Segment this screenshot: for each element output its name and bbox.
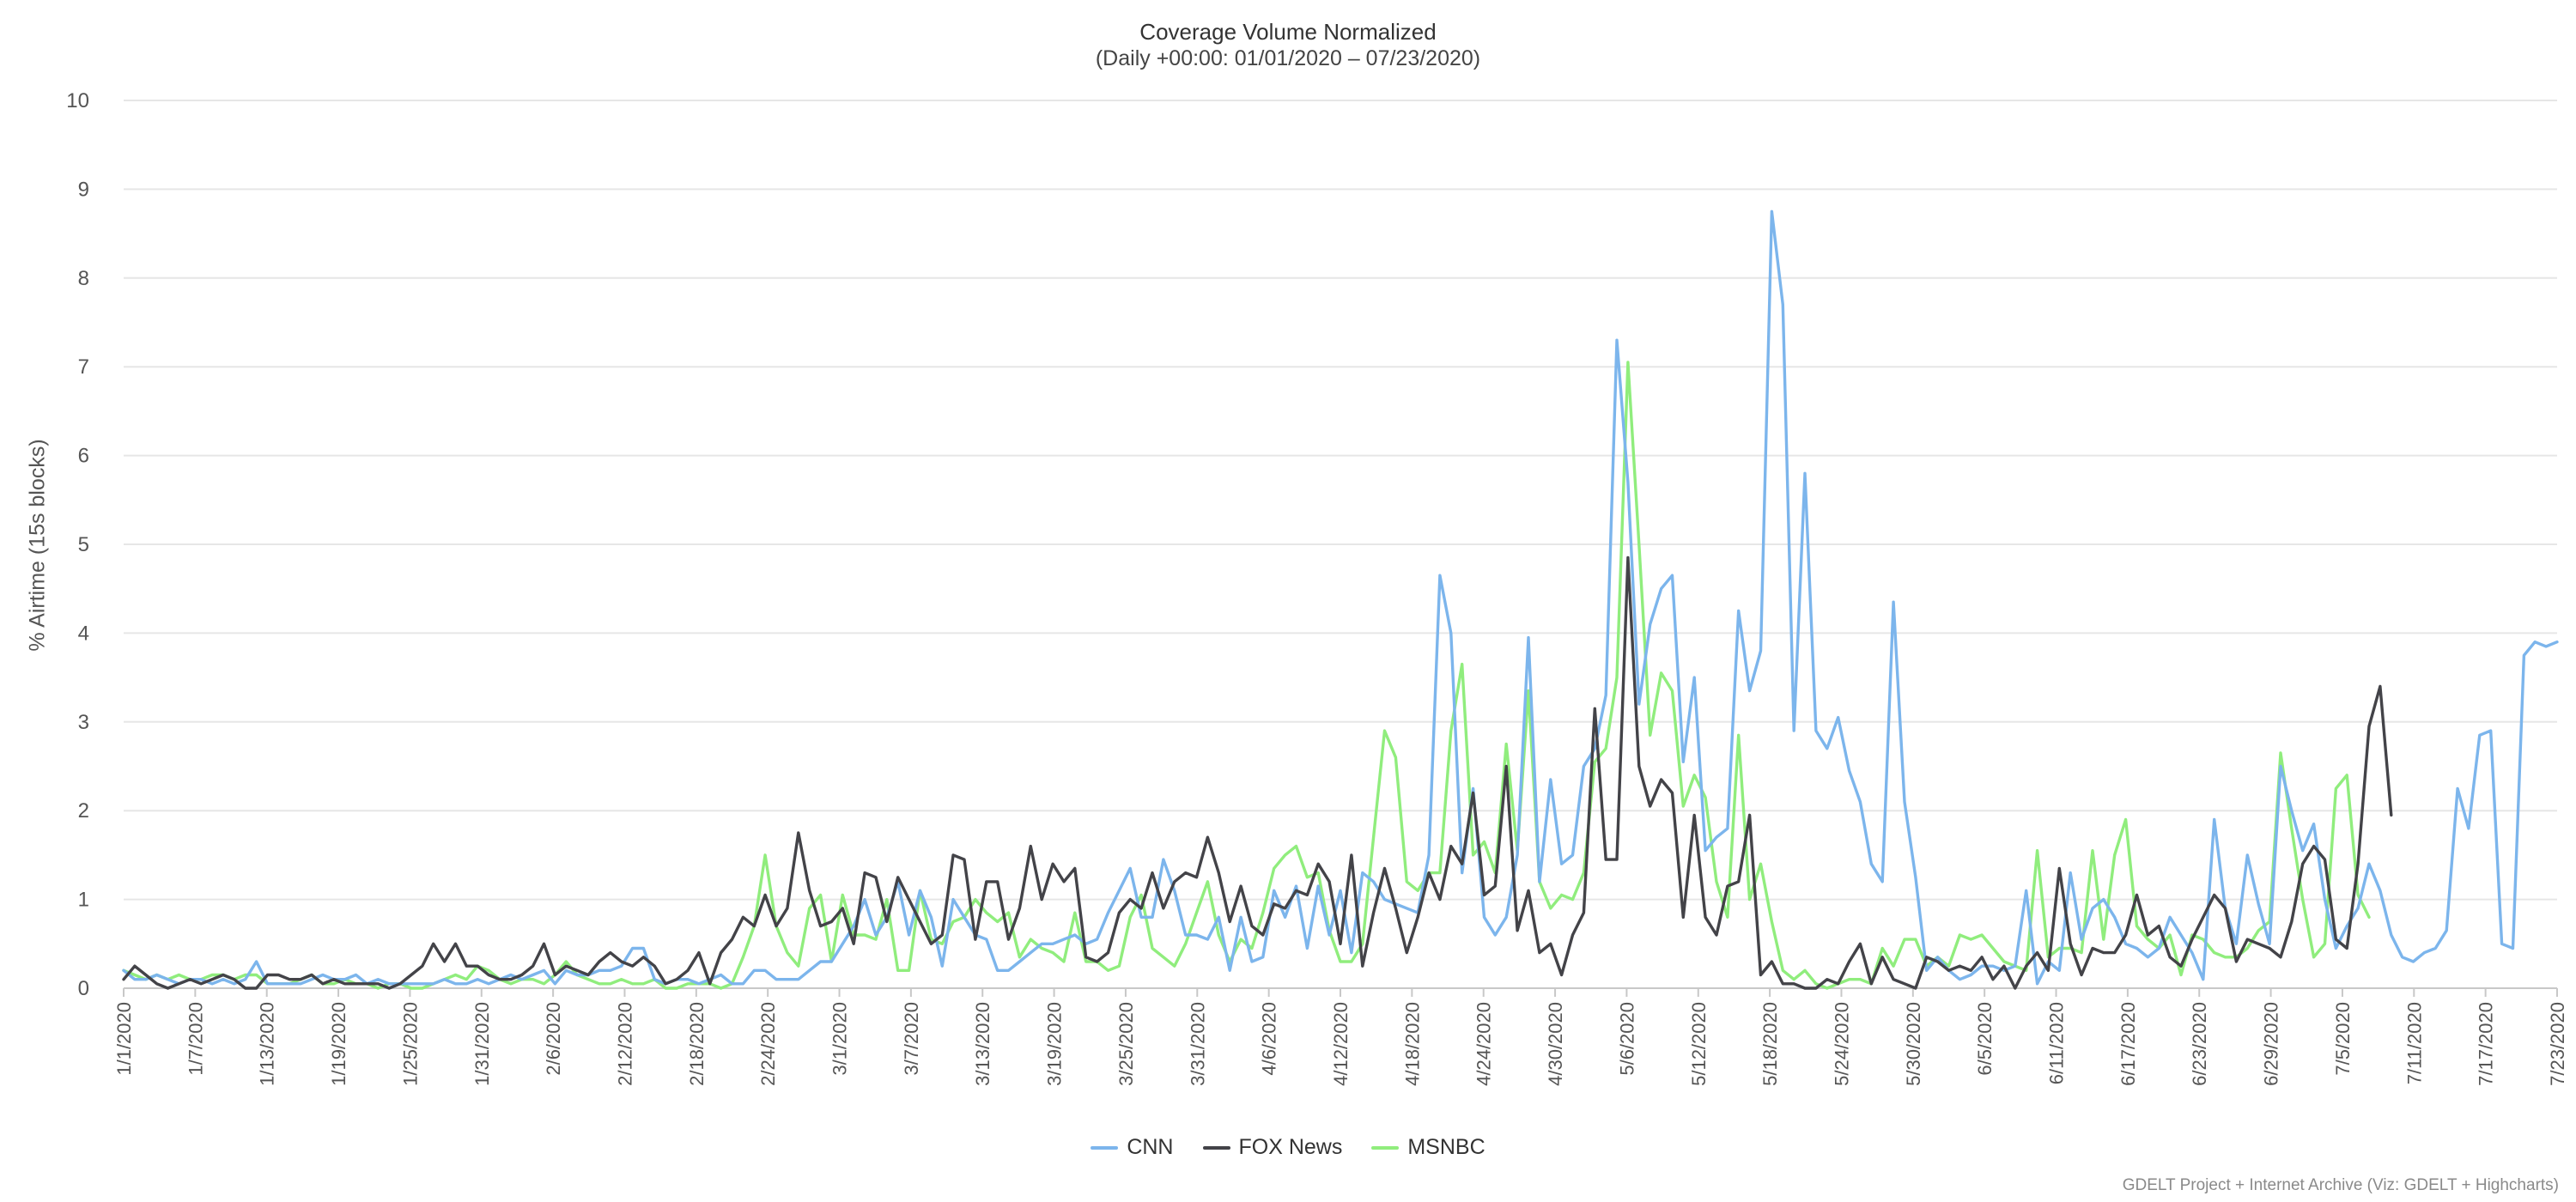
x-tick-label: 2/18/2020 bbox=[686, 1002, 708, 1086]
x-tick-label: 1/13/2020 bbox=[257, 1002, 278, 1086]
x-tick-label: 5/12/2020 bbox=[1688, 1002, 1710, 1086]
y-tick-label: 7 bbox=[78, 355, 89, 379]
x-tick-label: 4/6/2020 bbox=[1259, 1002, 1280, 1076]
x-tick-label: 2/24/2020 bbox=[757, 1002, 779, 1086]
chart-title: Coverage Volume Normalized bbox=[1139, 19, 1437, 45]
x-tick-label: 4/12/2020 bbox=[1330, 1002, 1352, 1086]
legend-label: FOX News bbox=[1238, 1135, 1343, 1159]
x-axis-ticks: 1/1/2020 1/7/2020 1/13/2020 1/19/2020 1/25/2… bbox=[113, 988, 2568, 1086]
x-tick-label: 7/5/2020 bbox=[2332, 1002, 2354, 1076]
y-axis-ticks: 0 1 2 3 4 5 6 7 8 9 10 bbox=[66, 89, 89, 1000]
x-tick-label: 1/1/2020 bbox=[113, 1002, 135, 1076]
chart-subtitle: (Daily +00:00: 01/01/2020 – 07/23/2020) bbox=[1095, 46, 1481, 70]
legend-swatch bbox=[1091, 1145, 1119, 1150]
x-tick-label: 1/31/2020 bbox=[471, 1002, 493, 1086]
x-tick-label: 6/23/2020 bbox=[2189, 1002, 2210, 1086]
x-tick-label: 3/1/2020 bbox=[829, 1002, 851, 1076]
series-line-cnn[interactable] bbox=[122, 209, 2559, 986]
legend-item-cnn[interactable]: CNN bbox=[1091, 1135, 1174, 1160]
y-tick-label: 3 bbox=[78, 711, 89, 734]
x-tick-label: 3/19/2020 bbox=[1044, 1002, 1066, 1086]
y-tick-label: 8 bbox=[78, 267, 89, 290]
series-line-fox-news[interactable] bbox=[122, 555, 2393, 990]
legend-label: MSNBC bbox=[1407, 1135, 1485, 1159]
y-tick-label: 5 bbox=[78, 533, 89, 556]
y-tick-label: 1 bbox=[78, 889, 89, 912]
x-tick-label: 6/29/2020 bbox=[2261, 1002, 2282, 1086]
x-tick-label: 4/24/2020 bbox=[1473, 1002, 1495, 1086]
x-tick-label: 1/7/2020 bbox=[185, 1002, 206, 1076]
x-tick-label: 3/31/2020 bbox=[1187, 1002, 1208, 1086]
x-tick-label: 4/18/2020 bbox=[1401, 1002, 1423, 1086]
y-tick-label: 4 bbox=[78, 622, 89, 645]
gridlines bbox=[124, 100, 2557, 989]
x-tick-label: 3/25/2020 bbox=[1115, 1002, 1137, 1086]
x-tick-label: 7/23/2020 bbox=[2547, 1002, 2568, 1086]
y-tick-label: 2 bbox=[78, 799, 89, 823]
x-tick-label: 7/11/2020 bbox=[2403, 1002, 2425, 1084]
x-tick-label: 6/11/2020 bbox=[2046, 1002, 2068, 1084]
x-tick-label: 2/6/2020 bbox=[543, 1002, 564, 1076]
x-tick-label: 1/19/2020 bbox=[328, 1002, 349, 1086]
x-tick-label: 6/5/2020 bbox=[1974, 1002, 1996, 1076]
x-tick-label: 5/30/2020 bbox=[1903, 1002, 1924, 1086]
legend-label: CNN bbox=[1127, 1135, 1174, 1159]
y-tick-label: 9 bbox=[78, 178, 89, 201]
x-tick-label: 4/30/2020 bbox=[1545, 1002, 1566, 1086]
x-tick-label: 6/17/2020 bbox=[2117, 1002, 2139, 1086]
x-tick-label: 5/24/2020 bbox=[1831, 1002, 1852, 1086]
x-tick-label: 2/12/2020 bbox=[614, 1002, 635, 1086]
legend: CNN FOX News MSNBC bbox=[0, 1135, 2576, 1160]
x-tick-label: 7/17/2020 bbox=[2476, 1002, 2497, 1086]
legend-swatch bbox=[1371, 1145, 1400, 1150]
x-tick-label: 3/13/2020 bbox=[972, 1002, 993, 1086]
legend-item-msnbc[interactable]: MSNBC bbox=[1371, 1135, 1485, 1160]
y-tick-label: 6 bbox=[78, 445, 89, 468]
series-lines bbox=[122, 209, 2559, 990]
x-tick-label: 5/18/2020 bbox=[1759, 1002, 1781, 1086]
y-tick-label: 10 bbox=[66, 89, 89, 112]
x-tick-label: 3/7/2020 bbox=[901, 1002, 922, 1076]
credits[interactable]: GDELT Project + Internet Archive (Viz: G… bbox=[2122, 1176, 2559, 1194]
y-tick-label: 0 bbox=[78, 977, 89, 1000]
x-tick-label: 5/6/2020 bbox=[1616, 1002, 1637, 1076]
legend-swatch bbox=[1202, 1145, 1230, 1150]
x-tick-label: 1/25/2020 bbox=[399, 1002, 421, 1086]
legend-item-fox-news[interactable]: FOX News bbox=[1202, 1135, 1343, 1160]
